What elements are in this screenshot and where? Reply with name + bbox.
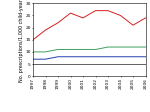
- Y-axis label: No. prescriptions/1,000 child-years: No. prescriptions/1,000 child-years: [19, 0, 24, 82]
